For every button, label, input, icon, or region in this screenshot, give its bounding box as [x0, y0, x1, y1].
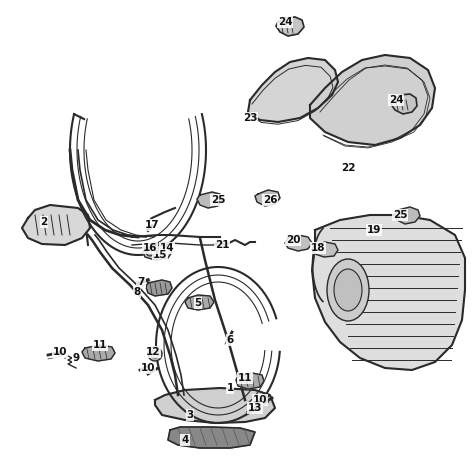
Polygon shape — [168, 427, 255, 448]
Text: 4: 4 — [182, 435, 189, 445]
Polygon shape — [236, 373, 264, 389]
Text: 8: 8 — [133, 287, 141, 297]
Circle shape — [148, 347, 162, 361]
Polygon shape — [310, 55, 435, 145]
Polygon shape — [155, 388, 275, 423]
Text: 24: 24 — [278, 17, 292, 27]
Ellipse shape — [334, 269, 362, 311]
Polygon shape — [391, 94, 417, 114]
Text: 16: 16 — [143, 243, 157, 253]
Text: 1: 1 — [227, 383, 234, 393]
Text: 18: 18 — [311, 243, 325, 253]
Ellipse shape — [327, 259, 369, 321]
Polygon shape — [82, 345, 115, 361]
Polygon shape — [185, 295, 214, 310]
Polygon shape — [22, 205, 90, 245]
Text: 17: 17 — [145, 220, 159, 230]
Text: 10: 10 — [253, 395, 267, 405]
Text: 15: 15 — [153, 250, 167, 260]
Text: 22: 22 — [341, 163, 355, 173]
Text: 3: 3 — [186, 410, 193, 420]
Text: 21: 21 — [215, 240, 229, 250]
Text: 5: 5 — [194, 298, 201, 308]
Circle shape — [153, 250, 163, 260]
Text: 14: 14 — [160, 243, 174, 253]
Polygon shape — [395, 207, 420, 224]
Polygon shape — [276, 17, 304, 36]
Polygon shape — [248, 58, 338, 122]
Polygon shape — [312, 215, 465, 370]
Polygon shape — [146, 280, 172, 296]
Text: 10: 10 — [141, 363, 155, 373]
Text: 10: 10 — [53, 347, 67, 357]
Circle shape — [151, 350, 159, 358]
Text: 25: 25 — [393, 210, 407, 220]
Polygon shape — [312, 242, 338, 257]
Circle shape — [146, 248, 154, 256]
Text: 7: 7 — [137, 277, 145, 287]
Text: 2: 2 — [40, 217, 47, 227]
Polygon shape — [285, 235, 312, 251]
Text: 20: 20 — [286, 235, 300, 245]
Text: 11: 11 — [93, 340, 107, 350]
Text: 11: 11 — [238, 373, 252, 383]
Text: 9: 9 — [73, 353, 80, 363]
Polygon shape — [255, 190, 280, 206]
Text: 24: 24 — [389, 95, 403, 105]
Text: 25: 25 — [211, 195, 225, 205]
Text: 12: 12 — [146, 347, 160, 357]
Text: 23: 23 — [243, 113, 257, 123]
Text: 26: 26 — [263, 195, 277, 205]
Polygon shape — [197, 192, 222, 208]
Text: 19: 19 — [367, 225, 381, 235]
Text: 13: 13 — [248, 403, 262, 413]
Text: 6: 6 — [227, 335, 234, 345]
Polygon shape — [143, 245, 172, 260]
